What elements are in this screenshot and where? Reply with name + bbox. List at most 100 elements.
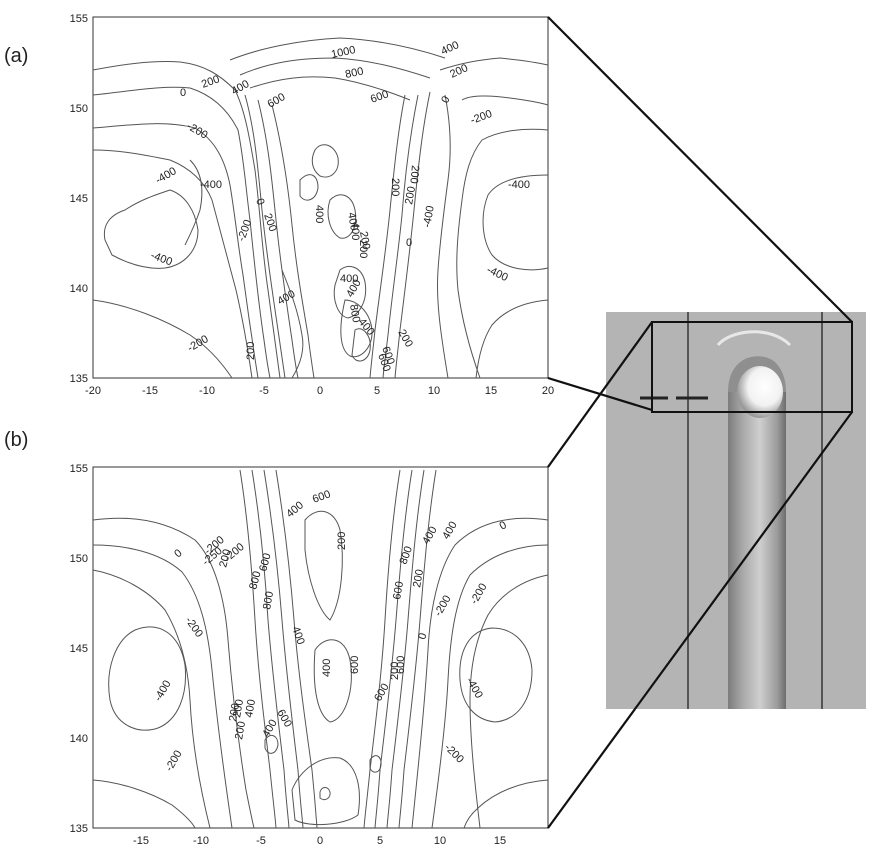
contour-label: 200 — [200, 73, 221, 91]
contour-line — [92, 123, 259, 379]
y-tick-label: 135 — [70, 823, 88, 835]
contour-label: 200 — [233, 720, 248, 740]
x-tick-label: -10 — [193, 835, 209, 847]
x-tick-label: 10 — [434, 835, 446, 847]
contour-label: 200 — [357, 230, 372, 250]
contour-line — [382, 94, 419, 379]
contour-line — [386, 469, 425, 829]
contour-label: 400 — [289, 625, 307, 646]
y-tick-label: 155 — [70, 463, 88, 475]
contour-label: 600 — [395, 656, 407, 674]
x-tick-label: 10 — [428, 385, 440, 397]
panel-a-plot-frame — [92, 16, 549, 379]
contour-label: 200 — [411, 568, 426, 588]
contour-label: 400 — [349, 222, 361, 240]
contour-line — [239, 57, 431, 79]
contour-label: 400 — [340, 273, 358, 285]
panel-b-y-ticks: 135 140 145 150 155 — [70, 463, 88, 835]
x-tick-label: 20 — [542, 385, 554, 397]
contour-line — [291, 757, 360, 825]
contour-label: 200 — [389, 662, 401, 680]
panel-b: (b) — [4, 429, 549, 847]
y-tick-label: 150 — [70, 553, 88, 565]
zoom-connectors — [547, 16, 853, 829]
contour-line — [363, 469, 401, 829]
contour-label: 0 — [406, 237, 412, 249]
contour-line — [92, 149, 253, 379]
contour-line — [92, 86, 271, 379]
x-tick-label: 0 — [317, 385, 323, 397]
contour-label: 800 — [398, 545, 416, 566]
y-tick-label: 145 — [70, 193, 88, 205]
contour-line — [351, 328, 371, 362]
panel-b-x-ticks: -15 -10 -5 0 5 10 15 — [133, 835, 506, 847]
contour-label: 400 — [313, 205, 325, 223]
y-tick-label: 155 — [70, 13, 88, 25]
contour-line — [92, 779, 196, 829]
zoom-line — [547, 411, 853, 829]
contour-line — [369, 94, 406, 379]
zoom-region-box — [651, 321, 853, 413]
contour-label: 0 — [180, 87, 186, 99]
contour-label: 800 — [347, 303, 362, 323]
contour-label: 200 — [336, 532, 348, 550]
contour-line — [271, 104, 315, 379]
contour-line — [263, 469, 304, 829]
contour-line — [299, 174, 319, 201]
panel-b-label: (b) — [4, 429, 28, 451]
contour-label: 400 — [345, 211, 360, 231]
contour-label: 800 — [261, 590, 276, 610]
contour-line — [327, 194, 357, 239]
contour-line — [275, 469, 318, 829]
panel-a-y-ticks: 135 140 145 150 155 — [70, 13, 88, 385]
contour-line — [244, 94, 286, 379]
crack-tip — [737, 366, 783, 418]
contour-line — [398, 469, 437, 829]
contour-label: 200 — [261, 212, 279, 233]
contour-label: -400 — [421, 205, 437, 229]
contour-label: 800 — [344, 65, 364, 81]
contour-line — [239, 469, 277, 829]
y-tick-label: 135 — [70, 373, 88, 385]
x-tick-label: -5 — [259, 385, 269, 397]
contour-line — [394, 91, 431, 379]
crack-shaft — [728, 390, 786, 709]
contour-line — [463, 779, 549, 829]
contour-line — [92, 299, 233, 379]
contour-line — [264, 734, 279, 754]
contour-label: -400 — [200, 179, 222, 191]
contour-line — [92, 544, 233, 829]
contour-label: 0 — [416, 632, 429, 641]
panel-a-contours — [92, 37, 549, 379]
contour-line — [92, 569, 211, 829]
contour-line — [313, 639, 352, 723]
contour-label: 600 — [391, 580, 406, 600]
contour-line — [249, 76, 411, 101]
contour-line — [304, 510, 343, 621]
contour-label: 600 — [369, 88, 390, 106]
contour-line — [184, 159, 203, 246]
contour-label: 600 — [257, 552, 273, 573]
contour-line — [103, 189, 199, 269]
contour-line — [456, 128, 549, 379]
contour-line — [281, 269, 304, 379]
panel-a-label: (a) — [4, 45, 28, 67]
contour-line — [461, 95, 549, 106]
contour-line — [333, 266, 367, 319]
contour-label: 0 — [498, 519, 509, 532]
contour-line — [92, 61, 281, 379]
panel-a: (a) — [4, 13, 554, 397]
panel-a-x-ticks: -20 -15 -10 -5 0 5 10 15 20 — [85, 385, 554, 397]
contour-line — [229, 37, 446, 61]
contour-label: 200 — [227, 702, 242, 722]
contour-line — [311, 144, 339, 178]
contour-label: 600 — [349, 656, 361, 674]
contour-line — [431, 544, 549, 829]
y-tick-label: 140 — [70, 733, 88, 745]
x-tick-label: 0 — [317, 835, 323, 847]
panel-b-plot-frame — [92, 466, 549, 829]
x-tick-label: 5 — [374, 385, 380, 397]
contour-label: 600 — [379, 345, 397, 366]
y-tick-label: 145 — [70, 643, 88, 655]
contour-line — [257, 99, 299, 379]
